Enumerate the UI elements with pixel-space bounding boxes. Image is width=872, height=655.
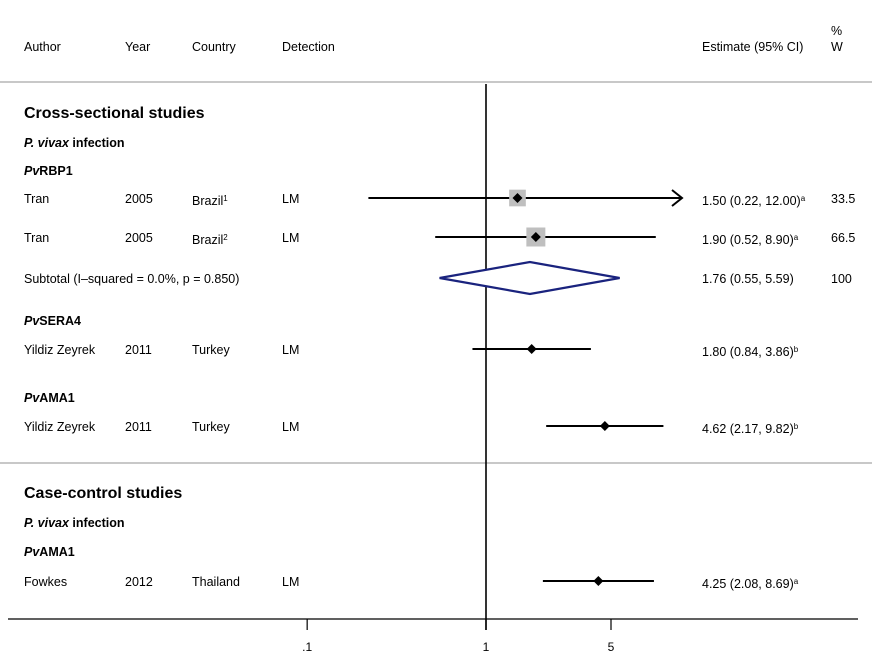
header-year: Year [125, 40, 151, 54]
subtotal-estimate: 1.76 (0.55, 5.59) [702, 272, 794, 286]
point-estimate [526, 344, 537, 354]
row-estimate: 1.50 (0.22, 12.00)a [702, 192, 805, 208]
subtotal-diamond [439, 260, 620, 296]
row-year: 2011 [125, 343, 152, 357]
row-country: Turkey [192, 343, 230, 357]
group-name: RBP1 [39, 164, 73, 178]
section-title-cross-sectional: Cross-sectional studies [24, 105, 205, 122]
group-label-ama1: PvAMA1 [24, 545, 75, 559]
row-estimate: 4.62 (2.17, 9.82)b [702, 420, 798, 436]
estimate-value: 4.25 (2.08, 8.69) [702, 577, 794, 591]
row-author: Yildiz Zeyrek [24, 343, 96, 357]
row-detection: LM [282, 192, 300, 206]
estimate-value: 1.80 (0.84, 3.86) [702, 345, 794, 359]
row-estimate: 1.90 (0.52, 8.90)a [702, 231, 798, 247]
point-estimate [530, 232, 541, 242]
country-name: Brazil [192, 194, 224, 208]
row-weight: 66.5 [831, 231, 856, 245]
header-weight-w: W [831, 40, 843, 54]
group-label-sera4: PvSERA4 [24, 314, 81, 328]
header-detection: Detection [282, 40, 335, 54]
section-title-case-control: Case-control studies [24, 485, 183, 502]
group-name: SERA4 [39, 314, 81, 328]
subtotal-weight: 100 [831, 272, 852, 286]
estimate-value: 1.50 (0.22, 12.00) [702, 194, 801, 208]
point-estimate [593, 576, 604, 586]
row-weight: 33.5 [831, 192, 856, 206]
row-detection: LM [282, 343, 300, 357]
subtitle-rest: infection [68, 516, 125, 530]
row-detection: LM [282, 575, 300, 589]
group-label-ama1: PvAMA1 [24, 391, 75, 405]
section-subtitle: P. vivax infection [24, 516, 125, 530]
subtitle-species: P. vivax [24, 516, 69, 530]
estimate-superscript: b [793, 345, 799, 354]
estimate-superscript: a [793, 577, 799, 586]
header-estimate: Estimate (95% CI) [702, 40, 804, 54]
x-tick-label: .1 [302, 640, 313, 654]
group-label-rbp1: PvRBP1 [24, 164, 73, 178]
row-author: Tran [24, 231, 50, 245]
header-weight-percent: % [831, 24, 843, 38]
row-estimate: 1.80 (0.84, 3.86)b [702, 343, 798, 359]
row-year: 2012 [125, 575, 153, 589]
row-author: Yildiz Zeyrek [24, 420, 96, 434]
row-country: Thailand [192, 575, 240, 589]
group-prefix: Pv [24, 314, 40, 328]
estimate-superscript: a [800, 194, 806, 203]
estimate-superscript: b [793, 422, 799, 431]
row-estimate: 4.25 (2.08, 8.69)a [702, 575, 798, 591]
row-country: Brazil1 [192, 192, 228, 208]
group-prefix: Pv [24, 164, 40, 178]
ci-truncation-arrow [671, 189, 684, 207]
country-superscript: 2 [223, 233, 228, 242]
row-year: 2011 [125, 420, 152, 434]
subtitle-species: P. vivax [24, 136, 69, 150]
row-author: Tran [24, 192, 50, 206]
subtotal-label: Subtotal (I–squared = 0.0%, p = 0.850) [24, 272, 240, 286]
country-superscript: 1 [223, 194, 228, 203]
header-country: Country [192, 40, 236, 54]
x-tick-label: 1 [482, 640, 490, 654]
row-detection: LM [282, 420, 300, 434]
row-detection: LM [282, 231, 300, 245]
group-name: AMA1 [39, 545, 75, 559]
point-estimate [512, 193, 523, 203]
row-country: Turkey [192, 420, 230, 434]
row-author: Fowkes [24, 575, 68, 589]
group-prefix: Pv [24, 545, 40, 559]
row-year: 2005 [125, 231, 153, 245]
estimate-superscript: a [793, 233, 799, 242]
row-country: Brazil2 [192, 231, 228, 247]
estimate-value: 1.90 (0.52, 8.90) [702, 233, 794, 247]
country-name: Brazil [192, 233, 224, 247]
group-prefix: Pv [24, 391, 40, 405]
subtitle-rest: infection [68, 136, 125, 150]
x-tick-label: 5 [607, 640, 615, 654]
row-year: 2005 [125, 192, 153, 206]
point-estimate [599, 421, 610, 431]
group-name: AMA1 [39, 391, 75, 405]
header-author: Author [24, 40, 61, 54]
estimate-value: 4.62 (2.17, 9.82) [702, 422, 794, 436]
section-subtitle: P. vivax infection [24, 136, 125, 150]
